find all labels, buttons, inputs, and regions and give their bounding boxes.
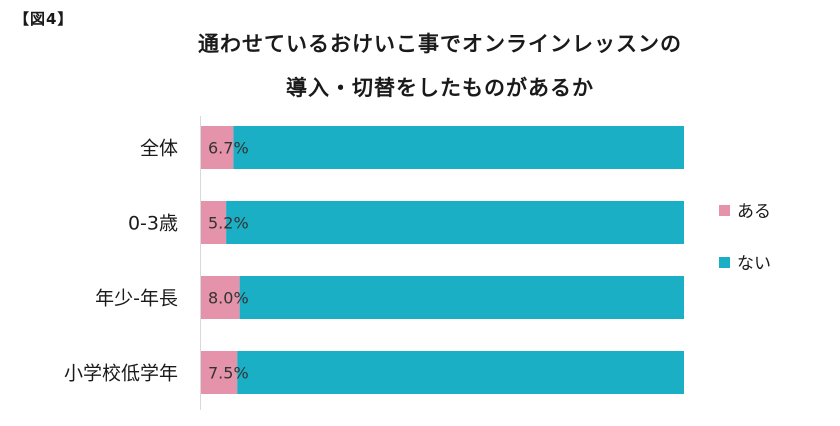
legend-label: ある xyxy=(737,202,771,222)
bar-segment-nai xyxy=(237,351,684,394)
chart-title-line-2: 導入・切替をしたものがあるか xyxy=(286,76,594,100)
data-label: 6.7% xyxy=(208,139,249,158)
bar-segment-aru xyxy=(201,201,227,244)
bar-segment-nai xyxy=(226,201,684,244)
category-label: 全体 xyxy=(140,138,178,160)
legend-swatch xyxy=(719,257,730,268)
category-label: 小学校低学年 xyxy=(64,363,178,385)
legend-label: ない xyxy=(737,254,771,274)
bar-segment-aru xyxy=(201,126,234,169)
bars-group: 全体 6.7% 0-3歳 5.2% 年少-年長 8.0% 小学校低学年 7.5% xyxy=(64,126,684,394)
category-label: 年少-年長 xyxy=(95,288,178,310)
bar-segment-nai xyxy=(239,276,684,319)
data-label: 5.2% xyxy=(208,214,249,233)
category-label: 0-3歳 xyxy=(128,213,178,235)
chart-title: 通わせているおけいこ事でオンラインレッスンの 導入・切替をしたものがあるか xyxy=(0,22,840,110)
bar-segment-aru xyxy=(201,276,240,319)
bar-segment-aru xyxy=(201,351,238,394)
chart-title-line-1: 通わせているおけいこ事でオンラインレッスンの xyxy=(198,32,682,56)
data-label: 7.5% xyxy=(208,364,249,383)
bar-segment-nai xyxy=(233,126,684,169)
legend-swatch xyxy=(719,205,730,216)
figure-label: 【図4】 xyxy=(14,10,74,28)
data-label: 8.0% xyxy=(208,289,249,308)
